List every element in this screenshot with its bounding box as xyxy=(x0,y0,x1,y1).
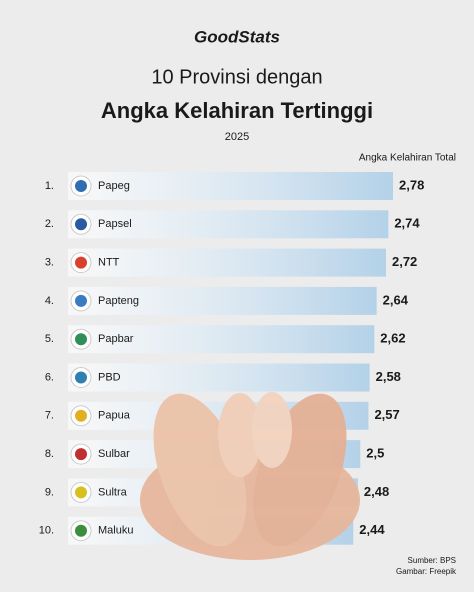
category-label: Papteng xyxy=(98,295,139,307)
chart-title: 10 Provinsi dengan xyxy=(151,66,322,88)
rank-label: 10. xyxy=(39,525,54,537)
value-label: 2,58 xyxy=(376,369,401,384)
rank-label: 5. xyxy=(45,333,54,345)
logo: GoodStats xyxy=(194,27,280,46)
category-label: Papua xyxy=(98,410,131,422)
province-icon-emblem xyxy=(75,371,87,384)
rank-label: 8. xyxy=(45,448,54,460)
value-label: 2,48 xyxy=(364,484,389,499)
hands-photo xyxy=(140,392,360,560)
province-icon-emblem xyxy=(75,448,87,461)
category-label: Maluku xyxy=(98,525,133,537)
value-label: 2,44 xyxy=(359,522,385,537)
province-icon-emblem xyxy=(75,294,87,307)
province-icon-emblem xyxy=(75,524,87,537)
province-icon-emblem xyxy=(75,218,87,231)
value-label: 2,62 xyxy=(380,331,405,346)
value-label: 2,64 xyxy=(383,292,409,307)
chart-subtitle: Angka Kelahiran Tertinggi xyxy=(101,98,373,123)
province-icon-emblem xyxy=(75,486,87,499)
rank-label: 2. xyxy=(45,218,54,230)
bar xyxy=(68,286,377,315)
bar xyxy=(68,248,386,277)
bar xyxy=(68,363,370,392)
value-label: 2,78 xyxy=(399,177,424,192)
rank-label: 1. xyxy=(45,180,54,192)
category-label: PBD xyxy=(98,371,121,383)
category-label: Sultra xyxy=(98,486,128,498)
bar xyxy=(68,325,375,354)
bar xyxy=(68,172,393,200)
category-label: Papbar xyxy=(98,333,134,345)
rank-label: 9. xyxy=(45,486,54,498)
value-label: 2,74 xyxy=(394,216,420,231)
rank-label: 3. xyxy=(45,257,54,269)
year-label: 2025 xyxy=(225,131,249,143)
category-label: Papeg xyxy=(98,180,130,192)
value-label: 2,72 xyxy=(392,254,417,269)
rank-label: 4. xyxy=(45,295,54,307)
rank-label: 6. xyxy=(45,371,54,383)
bars: 1. 2,78 Papeg 2. 2,74 Papsel 3. 2,72 NTT 4. 2,64 Pa… xyxy=(39,172,424,545)
province-icon-emblem xyxy=(75,333,87,346)
image-credit: Gambar: Freepik xyxy=(396,567,457,576)
category-label: NTT xyxy=(98,257,120,269)
rank-label: 7. xyxy=(45,410,54,422)
value-axis-label: Angka Kelahiran Total xyxy=(359,153,456,164)
bar xyxy=(68,210,389,239)
province-icon-emblem xyxy=(75,180,87,192)
province-icon-emblem xyxy=(75,409,87,422)
province-icon-emblem xyxy=(75,256,87,269)
category-label: Sulbar xyxy=(98,448,130,460)
source: Sumber: BPS xyxy=(408,556,456,565)
value-label: 2,57 xyxy=(374,407,399,422)
category-label: Papsel xyxy=(98,218,132,230)
value-label: 2,5 xyxy=(366,446,384,461)
